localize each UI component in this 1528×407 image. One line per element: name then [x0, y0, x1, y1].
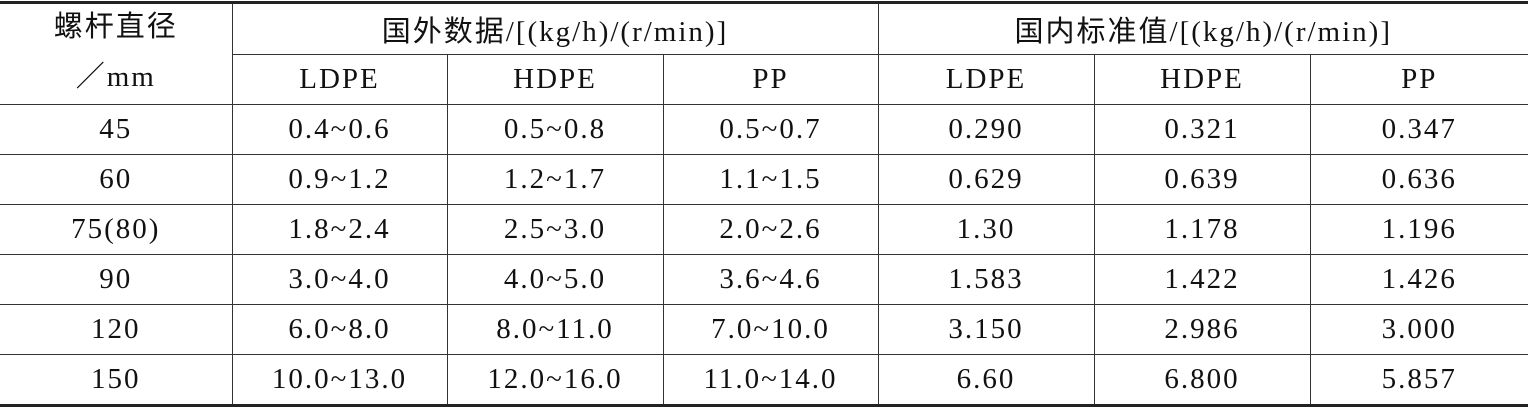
data-cell: 0.629 [877, 154, 1095, 205]
data-cell: 2.0~2.6 [662, 204, 879, 255]
data-cell: 3.6~4.6 [662, 254, 879, 305]
header-row: 螺杆直径 ／mm 国外数据/[(kg/h)/(r/min)] 国内标准值/[(k… [0, 2, 1528, 105]
data-cell: 0.321 [1093, 104, 1311, 155]
data-cell: 2.986 [1093, 304, 1311, 355]
row-header: 75(80) [0, 204, 233, 255]
data-cell: 0.639 [1093, 154, 1311, 205]
data-row: 150 10.0~13.0 12.0~16.0 11.0~14.0 6.60 6.800 5… [0, 354, 1528, 406]
header-row: LDPE HDPE PP LDPE HDPE PP [0, 53, 1528, 105]
data-cell: 1.583 [877, 254, 1095, 305]
data-row: 45 0.4~0.6 0.5~0.8 0.5~0.7 0.290 0.321 0.347 [0, 104, 1528, 155]
data-cell: 3.000 [1309, 304, 1528, 355]
data-cell: 1.196 [1309, 204, 1528, 255]
data-cell: 1.1~1.5 [662, 154, 879, 205]
column-header: HDPE [446, 53, 664, 105]
data-cell: 6.60 [877, 354, 1095, 406]
column-header: HDPE [1093, 53, 1311, 105]
column-header: LDPE [232, 53, 448, 105]
data-cell: 0.4~0.6 [231, 104, 448, 155]
column-header: LDPE [877, 53, 1095, 105]
data-row: 75(80) 1.8~2.4 2.5~3.0 2.0~2.6 1.30 1.178 1.19… [0, 204, 1528, 255]
data-cell: 10.0~13.0 [231, 354, 448, 406]
data-cell: 6.0~8.0 [231, 304, 448, 355]
data-cell: 0.5~0.8 [446, 104, 664, 155]
data-cell: 0.347 [1309, 104, 1528, 155]
data-cell: 8.0~11.0 [446, 304, 664, 355]
data-cell: 0.9~1.2 [231, 154, 448, 205]
data-row: 90 3.0~4.0 4.0~5.0 3.6~4.6 1.583 1.422 1.426 [0, 254, 1528, 305]
data-cell: 1.422 [1093, 254, 1311, 305]
data-cell: 0.636 [1309, 154, 1528, 205]
data-cell: 1.30 [877, 204, 1095, 255]
group-header: 国外数据/[(kg/h)/(r/min)] [231, 2, 879, 55]
data-cell: 1.178 [1093, 204, 1311, 255]
data-cell: 11.0~14.0 [662, 354, 879, 406]
header-text: ／mm [75, 61, 156, 93]
column-header: PP [662, 53, 879, 105]
header-cell: 螺杆直径 ／mm [0, 2, 233, 105]
column-header: PP [1309, 53, 1528, 105]
row-header: 45 [0, 104, 233, 155]
data-cell: 1.426 [1309, 254, 1528, 305]
group-header: 国内标准值/[(kg/h)/(r/min)] [877, 2, 1528, 55]
data-cell: 0.290 [877, 104, 1095, 155]
data-cell: 0.5~0.7 [662, 104, 879, 155]
data-cell: 7.0~10.0 [662, 304, 879, 355]
data-cell: 1.2~1.7 [446, 154, 664, 205]
data-row: 60 0.9~1.2 1.2~1.7 1.1~1.5 0.629 0.639 0.636 [0, 154, 1528, 205]
row-header: 120 [0, 304, 233, 355]
data-cell: 1.8~2.4 [231, 204, 448, 255]
data-cell: 6.800 [1093, 354, 1311, 406]
data-cell: 5.857 [1309, 354, 1528, 406]
data-cell: 3.0~4.0 [231, 254, 448, 305]
row-header: 90 [0, 254, 233, 305]
header-text: 螺杆直径 [53, 11, 178, 43]
data-row: 120 6.0~8.0 8.0~11.0 7.0~10.0 3.150 2.986 3.00… [0, 304, 1528, 355]
row-header: 150 [0, 354, 233, 406]
data-cell: 4.0~5.0 [446, 254, 664, 305]
data-cell: 2.5~3.0 [446, 204, 664, 255]
data-cell: 3.150 [877, 304, 1095, 355]
row-header: 60 [0, 154, 233, 205]
data-cell: 12.0~16.0 [446, 354, 664, 406]
